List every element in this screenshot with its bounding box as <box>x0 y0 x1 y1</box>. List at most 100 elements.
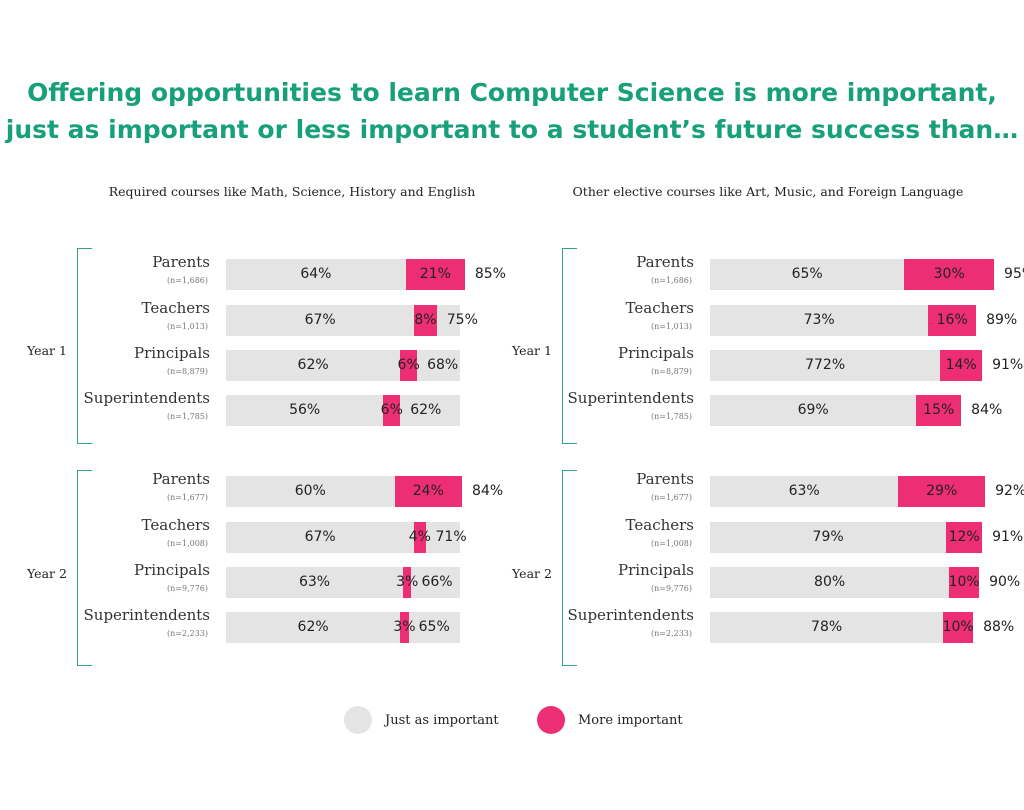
year-bracket <box>562 470 577 666</box>
group-name: Parents <box>152 470 210 488</box>
data-label-just-as-important: 65% <box>791 266 823 282</box>
bar-just-as-important <box>226 612 460 643</box>
bar-more-important <box>394 476 463 507</box>
data-label-just-as-important: 67% <box>304 529 336 545</box>
data-label-just-as-important: 62% <box>297 619 329 635</box>
bar-just-as-important <box>226 395 460 426</box>
group-name: Superintendents <box>83 606 210 624</box>
data-label-total: 88% <box>983 619 1015 635</box>
group-sample-size: (n=1,013) <box>167 322 208 331</box>
data-label-total: 84% <box>472 483 504 499</box>
group-sample-size: (n=1,008) <box>651 539 692 548</box>
data-label-just-as-important: 772% <box>805 357 846 373</box>
bar-more-important <box>405 259 465 290</box>
data-label-more-important: 15% <box>923 402 955 418</box>
data-label-total: 91% <box>992 357 1024 373</box>
group-sample-size: (n=8,879) <box>651 367 692 376</box>
bar-just-as-important <box>710 522 954 553</box>
title-line-1: Offering opportunities to learn Computer… <box>27 78 997 107</box>
title-line-2: just as important or less important to a… <box>5 115 1019 144</box>
data-label-just-as-important: 56% <box>289 402 321 418</box>
data-label-just-as-important: 62% <box>297 357 329 373</box>
group-name: Parents <box>152 253 210 271</box>
data-label-more-important: 16% <box>936 312 968 328</box>
bar-just-as-important <box>226 350 460 381</box>
group-name: Principals <box>134 344 210 362</box>
panel-title: Required courses like Math, Science, His… <box>108 184 476 199</box>
year-bracket <box>77 470 92 666</box>
bar-more-important <box>400 612 409 643</box>
data-label-more-important: 30% <box>933 266 965 282</box>
bar-more-important <box>414 305 437 336</box>
data-label-just-as-important: 64% <box>300 266 332 282</box>
data-label-just-as-important: 79% <box>812 529 844 545</box>
data-label-total: 75% <box>446 312 478 328</box>
group-sample-size: (n=9,776) <box>167 584 208 593</box>
group-sample-size: (n=1,008) <box>167 539 208 548</box>
group-name: Teachers <box>625 299 694 317</box>
data-label-just-as-important: 73% <box>803 312 835 328</box>
group-sample-size: (n=1,785) <box>167 412 208 421</box>
group-sample-size: (n=1,686) <box>651 276 692 285</box>
group-name: Principals <box>618 561 694 579</box>
data-label-total: 62% <box>410 402 442 418</box>
group-name: Teachers <box>141 299 210 317</box>
data-label-total: 92% <box>995 483 1024 499</box>
group-sample-size: (n=2,233) <box>651 629 692 638</box>
bar-more-important <box>414 522 426 553</box>
data-label-more-important: 6% <box>380 402 403 418</box>
data-label-total: 84% <box>971 402 1003 418</box>
group-name: Parents <box>636 253 694 271</box>
bar-more-important <box>949 567 980 598</box>
bar-more-important <box>943 612 974 643</box>
bar-just-as-important <box>710 567 954 598</box>
data-label-just-as-important: 60% <box>294 483 326 499</box>
group-name: Superintendents <box>83 389 210 407</box>
bar-more-important <box>898 476 986 507</box>
data-label-more-important: 3% <box>393 619 416 635</box>
data-label-total: 66% <box>421 574 453 590</box>
data-label-more-important: 12% <box>948 529 980 545</box>
bar-just-as-important <box>710 395 954 426</box>
year-bracket <box>562 248 577 444</box>
data-label-more-important: 10% <box>948 574 980 590</box>
data-label-more-important: 14% <box>945 357 977 373</box>
group-name: Teachers <box>141 516 210 534</box>
group-name: Teachers <box>625 516 694 534</box>
bar-just-as-important <box>710 305 954 336</box>
data-label-just-as-important: 69% <box>797 402 829 418</box>
data-label-total: 68% <box>427 357 459 373</box>
group-sample-size: (n=2,233) <box>167 629 208 638</box>
data-label-just-as-important: 78% <box>811 619 843 635</box>
data-label-just-as-important: 67% <box>304 312 336 328</box>
year-label: Year 1 <box>27 343 67 358</box>
data-label-just-as-important: 63% <box>298 574 331 590</box>
year-label: Year 2 <box>27 566 67 581</box>
bar-just-as-important <box>226 567 460 598</box>
bar-more-important <box>940 350 983 381</box>
data-label-more-important: 6% <box>397 357 420 373</box>
group-name: Principals <box>134 561 210 579</box>
data-label-just-as-important: 63% <box>788 483 820 499</box>
data-label-total: 71% <box>435 529 467 545</box>
panel-title: Other elective courses like Art, Music, … <box>572 184 964 199</box>
group-sample-size: (n=1,686) <box>167 276 208 285</box>
legend-label-more-important: More important <box>578 713 683 728</box>
legend-swatch-more-important <box>537 706 565 734</box>
year-label: Year 2 <box>512 566 552 581</box>
year-label: Year 1 <box>512 343 552 358</box>
data-label-total: 95% <box>1004 266 1024 282</box>
data-label-more-important: 29% <box>926 483 958 499</box>
bar-more-important <box>946 522 983 553</box>
group-sample-size: (n=1,677) <box>167 493 208 502</box>
group-sample-size: (n=8,879) <box>167 367 208 376</box>
bar-more-important <box>904 259 995 290</box>
bar-just-as-important <box>710 350 954 381</box>
bar-more-important <box>400 350 418 381</box>
bar-just-as-important <box>710 612 954 643</box>
data-label-total: 91% <box>992 529 1024 545</box>
group-sample-size: (n=9,776) <box>651 584 692 593</box>
group-sample-size: (n=1,785) <box>651 412 692 421</box>
legend-swatch-just-as-important <box>344 706 372 734</box>
data-label-more-important: 4% <box>408 529 431 545</box>
